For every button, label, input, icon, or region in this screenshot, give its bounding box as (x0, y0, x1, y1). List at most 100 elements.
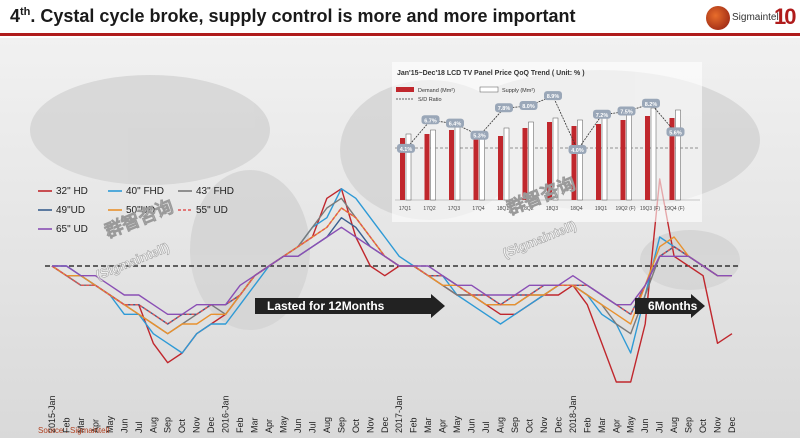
inset-ratio-badge (666, 127, 685, 137)
inset-category-label: 19Q4 (F) (664, 206, 684, 212)
inset-legend: Demand (Mm²) Supply (Mm²) S/D Ratio (396, 86, 535, 103)
inset-supply-bar (577, 119, 583, 201)
x-axis-labels: 2015-Jan Feb Mar Apr May Jun Jul Aug Sep Oct Nov De… (47, 395, 737, 433)
x-tick-label: Aug (322, 417, 332, 433)
inset-category-label: 19Q3 (F) (640, 206, 660, 212)
legend-label: 43" FHD (196, 186, 234, 197)
inset-ratio-badge (397, 143, 415, 153)
legend-label: 65" UD (56, 224, 88, 235)
x-tick-label: Mar (423, 417, 433, 433)
x-tick-label: Sep (684, 417, 694, 433)
inset-ratio-label: 5.6% (669, 130, 682, 136)
inset-demand-bar (547, 122, 552, 200)
x-tick-label: Apr (438, 419, 448, 433)
inset-ratio-badge (495, 103, 513, 113)
x-tick-label: Oct (351, 418, 361, 433)
x-tick-label: Oct (524, 418, 534, 433)
x-tick-label: Jun (119, 418, 129, 433)
page-title: 4th. Cystal cycle broke, supply control … (10, 6, 576, 26)
x-tick-label: Sep (163, 417, 173, 433)
inset-ratio-label: 7.2% (596, 113, 609, 119)
inset-category-label: 18Q2 (521, 206, 533, 212)
line-series-1 (52, 187, 732, 354)
line-series-group (51, 178, 733, 383)
inset-category-label: 17Q2 (423, 206, 435, 212)
x-tick-label: 2016-Jan (221, 395, 231, 433)
x-tick-label: Mar (250, 417, 260, 433)
x-tick-label: Sep (510, 417, 520, 433)
inset-ratio-badge (544, 91, 562, 101)
x-tick-label: Jun (467, 418, 477, 433)
inset-legend-swatch (396, 87, 414, 92)
line-legend: 32" HD 40" FHD 43" FHD 49"UD 50"UD 55" UD 65" … (38, 186, 234, 235)
inset-chart: Jan'15~Dec'18 LCD TV Panel Price QoQ Tre… (392, 62, 702, 222)
watermark-cn-left: 群智咨询 (102, 195, 177, 241)
x-tick-label: Feb (235, 417, 245, 433)
inset-supply-bar (405, 133, 412, 201)
x-tick-label: Nov (192, 416, 202, 433)
inset-legend-label: Supply (Mm²) (502, 88, 535, 94)
x-tick-label: May (452, 415, 462, 433)
line-series-0 (51, 178, 733, 383)
inset-category-label: 17Q1 (399, 206, 411, 212)
annotation-text-12months: Lasted for 12Months (267, 299, 385, 313)
inset-supply-bar (601, 117, 608, 201)
inset-category-label: 18Q1 (497, 206, 509, 212)
title-underline (0, 33, 800, 36)
x-tick-label: Dec (727, 416, 737, 433)
inset-ratio-label: 4.1% (400, 147, 413, 153)
x-tick-label: Feb (61, 417, 71, 433)
inset-supply-bar (650, 107, 657, 201)
x-tick-label: Sep (336, 417, 346, 433)
inset-category-label: 19Q1 (595, 206, 607, 212)
inset-ratio-label: 6.4% (449, 122, 462, 128)
x-tick-label: Jul (134, 421, 144, 433)
inset-demand-bar (522, 128, 528, 200)
x-tick-label: Feb (582, 417, 592, 433)
inset-supply-bar (626, 113, 632, 201)
inset-supply-bar (552, 117, 559, 201)
inset-category-labels: 17Q1 17Q2 17Q3 17Q4 18Q1 18Q2 18Q3 18Q4 19Q1 19Q2… (399, 206, 685, 212)
inset-ratio-line: 4.1% 6.7% 6.4% 5.3% 7.8% 8.0% 8.9% 4.0% 7.2% 7.5%… (397, 91, 685, 154)
inset-demand-bar (498, 136, 503, 200)
x-tick-label: Mar (597, 417, 607, 433)
x-tick-label: Oct (698, 418, 708, 433)
inset-demand-bar (400, 138, 405, 200)
x-tick-label: Aug (496, 417, 506, 433)
inset-ratio-label: 7.8% (498, 106, 511, 112)
inset-supply-bar (675, 109, 681, 201)
x-tick-label: 2015-Jan (47, 395, 57, 433)
legend-label: 32" HD (56, 186, 88, 197)
x-tick-label: Feb (409, 417, 419, 433)
inset-ratio-label: 8.9% (547, 94, 560, 100)
x-tick-label: Jun (293, 418, 303, 433)
x-tick-label: May (105, 415, 115, 433)
x-tick-label: Jul (655, 421, 665, 433)
inset-ratio-badge (568, 145, 587, 154)
inset-demand-bar (645, 116, 650, 200)
source-note: Source : Sigmaintell (38, 426, 110, 435)
inset-ratio-label: 8.2% (645, 102, 658, 108)
inset-demand-bar (473, 138, 479, 200)
inset-ratio-badge (593, 109, 611, 119)
inset-ratio-badge (470, 130, 489, 140)
inset-legend-swatch (479, 86, 499, 93)
x-tick-label: Dec (380, 416, 390, 433)
x-tick-label: 2018-Jan (568, 395, 578, 433)
inset-ratio-badge (519, 101, 538, 110)
logo-mark: 10 (774, 4, 797, 29)
x-tick-label: Apr (264, 419, 274, 433)
inset-demand-bar (620, 120, 626, 200)
x-tick-label: Dec (553, 416, 563, 433)
x-tick-label: Jul (307, 421, 317, 433)
x-tick-label: Jul (481, 421, 491, 433)
annotation-text-6months: 6Months (648, 299, 698, 313)
inset-demand-bar (669, 118, 675, 200)
x-tick-label: Apr (90, 419, 100, 433)
x-tick-label: 2017-Jan (394, 395, 404, 433)
inset-category-label: 18Q4 (570, 206, 582, 212)
arrow-annotation-6months: 6Months (635, 294, 705, 318)
inset-ratio-badge (421, 115, 440, 125)
legend-label: 50"UD (126, 205, 155, 216)
